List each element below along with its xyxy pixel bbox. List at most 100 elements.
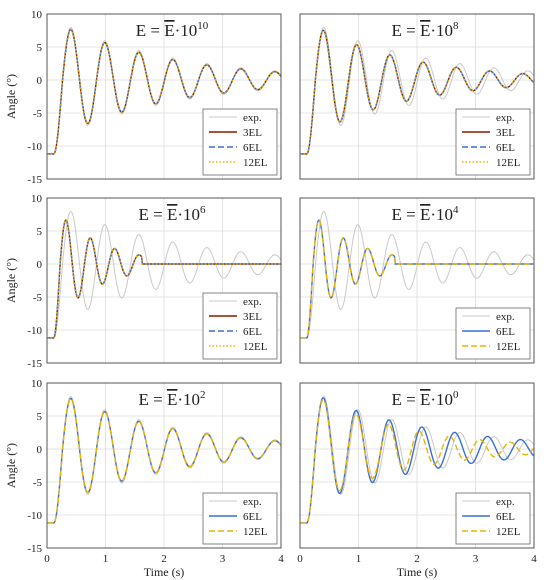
legend-box	[202, 292, 278, 360]
y-tick-label: -5	[33, 108, 43, 120]
title-factor: ·10	[177, 390, 200, 409]
legend-box	[455, 108, 531, 176]
legend-label: 12EL	[243, 526, 268, 538]
legend-box	[202, 108, 278, 176]
legend-label: 6EL	[243, 326, 262, 338]
legend-label: 12EL	[496, 341, 521, 353]
title-factor: ·10	[175, 21, 198, 40]
title-symbol: E	[167, 205, 177, 224]
series-line-12EL	[300, 29, 535, 155]
legend: exp. 3EL 6EL 12EL	[202, 292, 278, 360]
legend-label: 6EL	[243, 142, 262, 154]
title-factor: ·10	[430, 390, 453, 409]
plot-frame	[299, 197, 535, 364]
x-axis-label: Time (s)	[144, 565, 185, 579]
chart-panel-2: E = E·108 exp. 3EL 6EL 12EL	[299, 13, 535, 180]
chart-panel-3: 10 5 0 -5 -10 -15 Angle (°) E = E·106 exp. 3EL 6EL…	[4, 193, 282, 370]
title-exponent: 0	[453, 389, 459, 401]
x-tick-label: 1	[103, 553, 109, 565]
y-tick-label: 5	[37, 42, 43, 54]
title-main: E =	[391, 205, 419, 224]
legend-label: exp.	[496, 112, 515, 124]
chart-panel-4: E = E·104 exp. 6EL 12EL	[299, 197, 535, 364]
series-line-12EL	[47, 219, 281, 339]
x-tick-label: 0	[297, 553, 303, 565]
legend-label: exp.	[496, 496, 515, 508]
legend-label: exp.	[243, 296, 262, 308]
legend-label: 3EL	[243, 311, 262, 323]
series-line-exp	[47, 210, 282, 339]
title-main: E =	[136, 21, 164, 40]
y-axis-label: Angle (°)	[4, 74, 18, 119]
x-tick-label: 3	[220, 553, 226, 565]
title-exponent: 2	[200, 389, 206, 401]
plot-frame	[46, 13, 282, 180]
series-line-exp	[300, 26, 535, 155]
legend-label: 12EL	[496, 526, 521, 538]
legend-label: 6EL	[496, 326, 515, 338]
y-tick-label: 0	[37, 444, 43, 456]
plot-frame	[46, 382, 282, 549]
legend-label: exp.	[496, 311, 515, 323]
title-exponent: 10	[197, 20, 209, 32]
legend-label: 3EL	[243, 127, 262, 139]
legend-label: exp.	[243, 112, 262, 124]
legend: exp. 6EL 12EL	[202, 492, 278, 545]
y-tick-label: -15	[27, 174, 42, 186]
chart-title: E = E·104	[391, 204, 459, 224]
legend-label: 12EL	[243, 157, 268, 169]
y-tick-label: 0	[37, 259, 43, 271]
title-symbol: E	[164, 21, 174, 40]
plot-frame	[299, 13, 535, 180]
x-tick-label: 2	[414, 553, 420, 565]
title-symbol: E	[420, 390, 430, 409]
title-symbol: E	[167, 390, 177, 409]
plot-frame	[299, 382, 535, 549]
legend: exp. 6EL 12EL	[455, 307, 531, 360]
title-exponent: 4	[453, 204, 459, 216]
legend: exp. 6EL 12EL	[455, 492, 531, 545]
title-exponent: 8	[453, 20, 459, 32]
series-line-6EL	[300, 29, 535, 155]
legend-label: 6EL	[243, 511, 262, 523]
chart-title: E = E·106	[138, 204, 206, 224]
title-symbol: E	[420, 205, 430, 224]
y-tick-label: -5	[33, 477, 43, 489]
y-tick-label: -10	[27, 325, 42, 337]
x-tick-label: 0	[44, 553, 50, 565]
x-axis-label: Time (s)	[397, 565, 438, 579]
legend: exp. 3EL 6EL 12EL	[455, 108, 531, 176]
x-tick-label: 4	[278, 553, 284, 565]
legend-label: 12EL	[496, 157, 521, 169]
y-tick-label: -5	[33, 292, 43, 304]
series-line-exp	[300, 210, 535, 339]
chart-title: E = E·102	[138, 389, 205, 409]
legend-label: 6EL	[496, 142, 515, 154]
x-tick-label: 3	[473, 553, 479, 565]
series-line-6EL	[300, 397, 535, 524]
y-tick-label: 5	[37, 226, 43, 238]
y-tick-label: -10	[27, 510, 42, 522]
legend-label: exp.	[243, 496, 262, 508]
title-factor: ·10	[430, 21, 453, 40]
title-exponent: 6	[200, 204, 206, 216]
series-line-12EL	[300, 398, 535, 524]
title-main: E =	[138, 390, 166, 409]
chart-title: E = E·108	[391, 20, 459, 40]
y-tick-label: 10	[31, 193, 43, 205]
legend-label: 3EL	[496, 127, 515, 139]
chart-title: E = E·1010	[136, 20, 209, 40]
series-line-12EL	[47, 397, 282, 524]
title-factor: ·10	[430, 205, 453, 224]
y-tick-label: -15	[27, 358, 42, 370]
legend-label: 12EL	[243, 341, 268, 353]
title-main: E =	[391, 390, 419, 409]
chart-title: E = E·100	[391, 389, 459, 409]
x-tick-label: 4	[531, 553, 537, 565]
plot-frame	[46, 197, 282, 364]
y-axis-label: Angle (°)	[4, 443, 18, 488]
y-tick-label: 10	[31, 9, 43, 21]
